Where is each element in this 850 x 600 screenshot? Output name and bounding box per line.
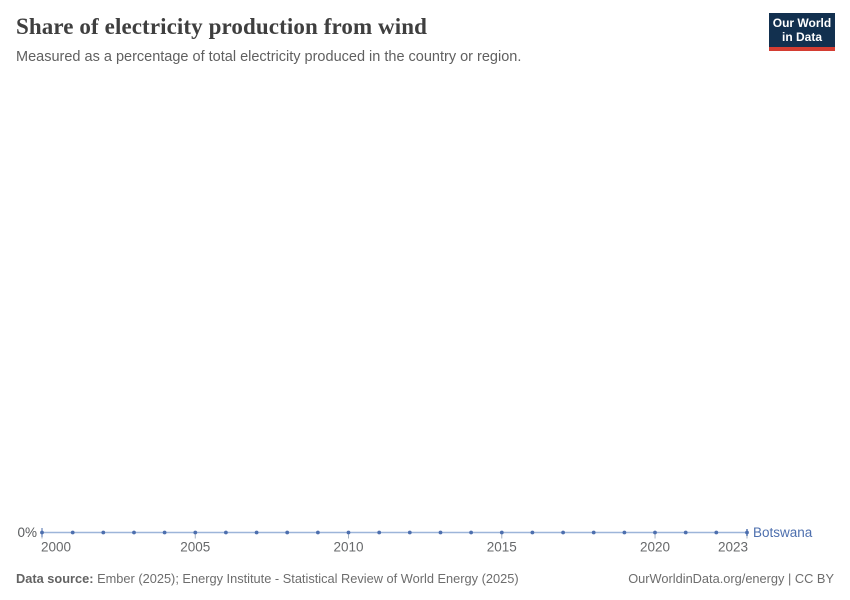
x-axis-tick-label: 2000 [41, 540, 71, 555]
data-point [622, 530, 627, 535]
data-point [561, 530, 565, 535]
data-point [162, 530, 167, 535]
x-axis-tick-label: 2005 [180, 540, 210, 555]
data-source-text: Ember (2025); Energy Institute - Statist… [93, 571, 519, 586]
data-point [193, 530, 198, 535]
page-title: Share of electricity production from win… [16, 14, 428, 39]
x-axis-tick-label: 2010 [333, 540, 363, 555]
x-axis-tick-label: 2015 [487, 540, 517, 555]
data-point [499, 530, 504, 535]
data-point [377, 530, 382, 535]
data-point [316, 530, 320, 535]
data-source-label: Data source: [16, 571, 94, 586]
data-point [224, 530, 228, 535]
data-point [132, 530, 136, 535]
page-subtitle: Measured as a percentage of total electr… [16, 48, 522, 65]
data-point [40, 530, 44, 535]
data-point [70, 530, 75, 535]
data-point [438, 530, 443, 535]
x-axis-tick-label: 2023 [718, 540, 748, 555]
chart-header: Share of electricity production from win… [16, 13, 835, 65]
data-point [653, 530, 657, 535]
data-point [530, 530, 535, 535]
data-point [407, 530, 412, 535]
data-point [469, 530, 473, 535]
data-point [254, 530, 259, 535]
data-point [714, 530, 719, 535]
series-label[interactable]: Botswana [753, 525, 813, 540]
data-source: Data source: Ember (2025); Energy Instit… [16, 571, 519, 586]
chart-footer: Data source: Ember (2025); Energy Instit… [16, 571, 834, 586]
data-point [346, 530, 351, 535]
license-link[interactable]: OurWorldinData.org/energy | CC BY [628, 571, 834, 586]
data-point [101, 530, 106, 535]
owid-logo-line2: in Data [781, 29, 822, 44]
owid-logo[interactable]: Our World in Data [769, 13, 835, 51]
chart-titles: Share of electricity production from win… [16, 13, 521, 65]
data-point [285, 530, 290, 535]
y-axis-tick-label: 0% [17, 525, 37, 540]
x-axis-tick-label: 2020 [640, 540, 670, 555]
data-point [683, 530, 688, 535]
owid-logo-line1: Our World [772, 16, 832, 30]
data-point [591, 530, 596, 535]
